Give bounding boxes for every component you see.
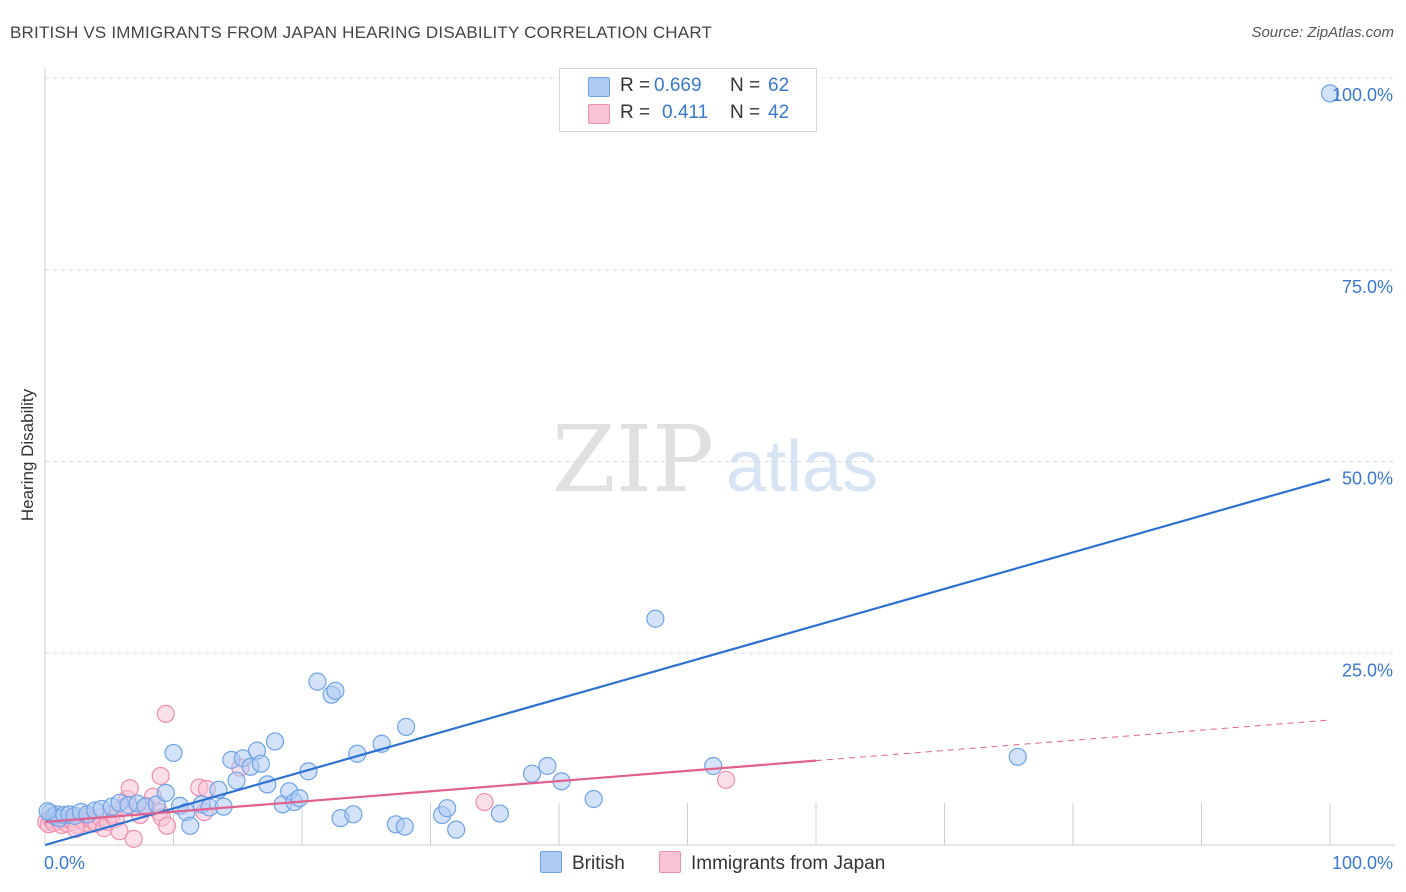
bottom-japan-swatch <box>659 851 681 873</box>
bottom-british-swatch <box>540 851 562 873</box>
gridlines <box>45 77 1395 654</box>
y-tick-label: 75.0% <box>1342 277 1393 297</box>
japan-swatch <box>588 104 610 124</box>
japan-r-value: 0.411 <box>662 102 709 123</box>
japan-point <box>156 704 175 723</box>
british-point <box>326 681 345 700</box>
japan-trend-line <box>44 759 817 824</box>
british-point <box>290 789 309 808</box>
british-point <box>38 802 57 821</box>
british-trend-line <box>44 478 1331 847</box>
japan-trend-extension <box>815 719 1331 762</box>
british-point <box>1320 84 1340 103</box>
british-point <box>227 771 246 790</box>
watermark-zip: ZIP <box>552 406 714 513</box>
x-tick-label: 0.0% <box>44 853 85 873</box>
japan-point <box>120 779 139 798</box>
british-point <box>538 756 557 776</box>
bottom-japan-label: Immigrants from Japan <box>691 853 886 874</box>
british-swatch <box>588 77 610 97</box>
chart-title: BRITISH VS IMMIGRANTS FROM JAPAN HEARING… <box>10 23 713 42</box>
bottom-british-label: British <box>572 853 625 874</box>
british-point <box>704 756 723 776</box>
british-point <box>395 817 414 836</box>
japan-point <box>157 816 177 835</box>
british-point <box>251 754 270 773</box>
y-tick-label: 100.0% <box>1332 85 1393 105</box>
british-point <box>490 804 509 823</box>
watermark: ZIP atlas <box>552 406 878 513</box>
japan-n-value: 42 <box>768 102 790 123</box>
correlation-legend: R = 0.669 N = 62 R = 0.411 N = 42 <box>559 68 817 132</box>
japan-point <box>475 792 494 812</box>
y-axis-label: Hearing Disability <box>18 388 37 522</box>
british-point <box>164 743 183 763</box>
british-point <box>522 764 542 783</box>
british-point <box>181 816 200 835</box>
tick-labels: 25.0% 50.0% 75.0% 100.0% 0.0% 100.0% <box>44 85 1393 873</box>
bottom-legend-japan: Immigrants from Japan <box>659 851 885 875</box>
japan-point <box>151 766 170 786</box>
british-n-value: 62 <box>768 75 790 96</box>
y-tick-label: 50.0% <box>1342 469 1393 489</box>
x-tick-label: 100.0% <box>1332 853 1393 873</box>
british-point <box>308 672 327 691</box>
japan-point <box>124 829 143 848</box>
japan-point <box>716 770 736 789</box>
british-point <box>1008 747 1027 766</box>
british-point <box>646 609 665 628</box>
trend-lines <box>44 478 1331 847</box>
british-point <box>156 783 175 802</box>
british-point <box>584 789 603 809</box>
british-point <box>447 820 466 839</box>
watermark-atlas: atlas <box>726 427 878 507</box>
japan-n-label: N = <box>730 102 761 123</box>
axes <box>44 68 1395 846</box>
british-r-label: R = <box>620 75 651 96</box>
british-n-label: N = <box>730 75 761 96</box>
british-point <box>396 717 416 736</box>
british-point <box>265 732 285 751</box>
y-tick-label: 25.0% <box>1342 660 1393 680</box>
british-point <box>438 799 457 818</box>
british-r-value: 0.669 <box>654 75 702 96</box>
bottom-legend-british: British <box>540 851 625 875</box>
source-credit: Source: ZipAtlas.com <box>1251 24 1394 41</box>
japan-r-label: R = <box>620 102 651 123</box>
british-point <box>344 805 363 824</box>
